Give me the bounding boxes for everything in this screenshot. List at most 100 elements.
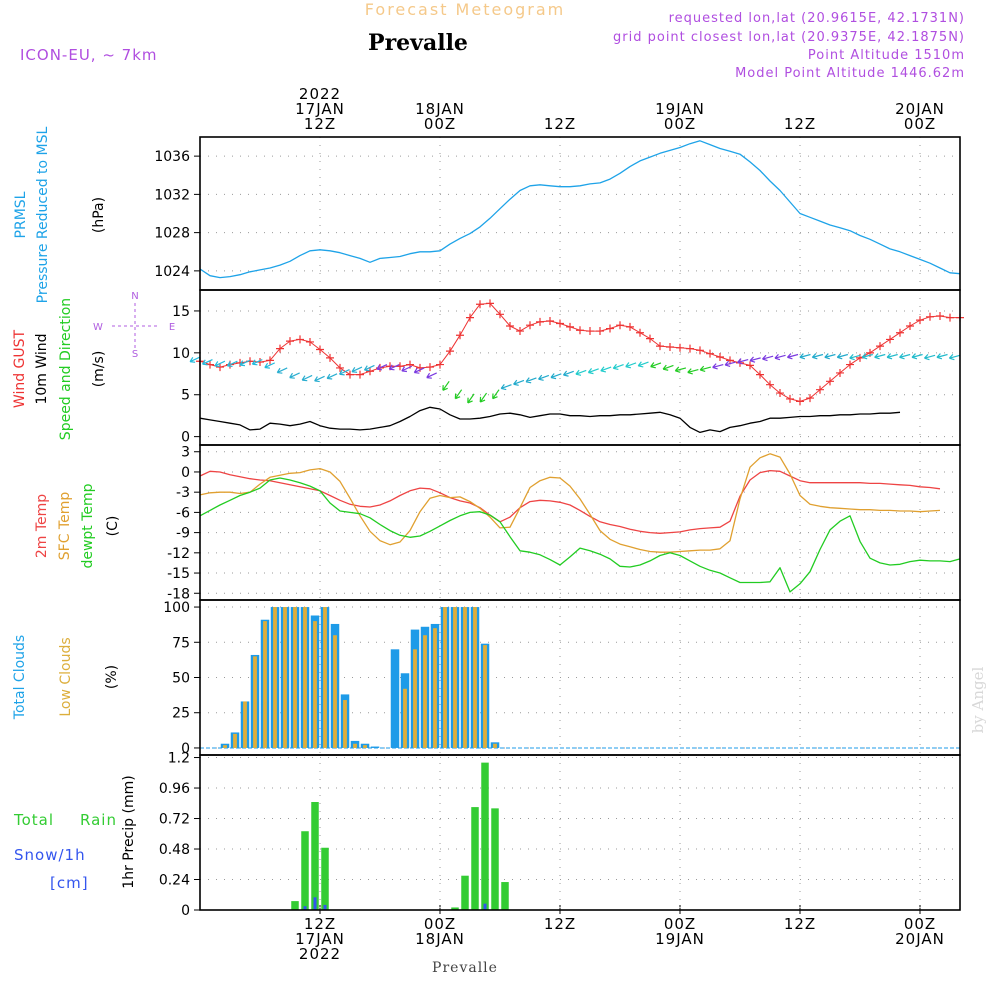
top-time-label: 19JAN (655, 100, 705, 118)
wind-direction-arrow (388, 364, 400, 371)
wind-direction-arrow (625, 362, 637, 369)
low-cloud-bar (273, 607, 277, 748)
temp-label-sfc: SFC Temp (57, 492, 73, 561)
temp-ytick-label: -6 (176, 505, 190, 521)
wind-direction-arrow (201, 358, 213, 366)
gust-point (416, 363, 424, 372)
bottom-time-label: 19JAN (655, 930, 705, 948)
gust-point (276, 344, 284, 353)
wind-direction-arrow (513, 379, 525, 386)
bottom-time-label: 00Z (664, 915, 696, 933)
gust-point (356, 370, 364, 379)
clouds-ytick-label: 75 (172, 635, 190, 651)
low-cloud-bar (323, 607, 327, 748)
wind-direction-arrow (824, 353, 836, 360)
gust-point (836, 368, 844, 377)
low-cloud-bar (223, 745, 227, 748)
clouds-panel: 0 25 50 75 100 (163, 600, 960, 757)
bottom-time-label: 2022 (299, 945, 341, 963)
temp-sfc-line (199, 453, 941, 553)
wind-direction-arrow (886, 353, 898, 360)
gust-point (366, 367, 374, 376)
wind-unit: (m/s) (91, 351, 107, 388)
wind-direction-arrow (251, 358, 263, 366)
temp-ytick-label: 3 (181, 445, 190, 461)
grid-point-coords: grid point closest lon,lat (20.9375E, 42… (613, 30, 965, 45)
gust-point (946, 313, 954, 322)
wind-direction-arrow (687, 368, 699, 375)
wind-direction-arrow (737, 358, 749, 365)
snow-bar (483, 903, 487, 910)
rain-bar (481, 762, 489, 910)
rain-bar (451, 907, 459, 910)
rain-bar (491, 808, 499, 910)
low-cloud-bar (313, 621, 317, 748)
wind-direction-arrow (662, 364, 674, 371)
bottom-time-label: 20JAN (895, 930, 945, 948)
gust-point (706, 349, 714, 358)
pressure-ytick-label: 1028 (154, 226, 190, 242)
gust-point (716, 353, 724, 362)
gust-point (796, 397, 804, 406)
wind-direction-arrow (454, 389, 463, 400)
wind-direction-arrow (525, 377, 537, 384)
gust-point (566, 322, 574, 331)
temp-unit: (C) (105, 516, 121, 537)
low-cloud-bar (303, 607, 307, 748)
top-time-label: 12Z (304, 115, 336, 133)
gust-point (436, 360, 444, 369)
top-time-label: 12Z (544, 115, 576, 133)
top-time-label: 2022 (299, 85, 341, 103)
wind-direction-arrow (600, 366, 612, 373)
gust-point (656, 342, 664, 351)
precip-ytick-label: 0 (181, 903, 190, 919)
precip-panel: 0 0.24 0.48 0.72 0.96 1.2 (159, 751, 960, 919)
temp-ytick-label: -3 (176, 485, 190, 501)
gust-point (456, 331, 464, 340)
bottom-time-label: 00Z (904, 915, 936, 933)
gust-point (806, 394, 814, 403)
total-cloud-bar (390, 649, 400, 748)
rain-bar (471, 807, 479, 910)
wind-direction-arrow (786, 353, 799, 360)
point-altitude: Point Altitude 1510m (808, 48, 965, 63)
footer-location: Prevalle (432, 960, 498, 976)
temp-label-dewpt: dewpt Temp (80, 483, 96, 568)
low-cloud-bar (433, 628, 437, 748)
temp-ytick-label: -15 (167, 566, 190, 582)
total-cloud-bar (370, 746, 380, 748)
rain-bar (291, 901, 299, 910)
requested-coords: requested lon,lat (20.9615E, 42.1731N) (669, 11, 965, 26)
low-cloud-bar (473, 607, 477, 748)
temp-frame (199, 444, 961, 601)
low-cloud-bar (423, 635, 427, 748)
wind-direction-arrow (289, 372, 300, 379)
pressure-panel: 1024 1028 1032 1036 (154, 137, 961, 290)
gust-point (516, 327, 524, 336)
gust-point (426, 363, 434, 372)
gust-point (536, 317, 544, 326)
wind-direction-arrow (849, 353, 861, 361)
wind-direction-arrow (712, 363, 724, 370)
gust-point (766, 380, 774, 389)
wind-label-gust: Wind GUST (12, 329, 28, 408)
wind-label-10m: 10m Wind (34, 333, 50, 404)
model-altitude: Model Point Altitude 1446.62m (735, 66, 965, 81)
gust-point (326, 353, 334, 362)
pressure-ytick-label: 1032 (154, 187, 190, 203)
bottom-time-label: 00Z (424, 915, 456, 933)
wind-direction-arrow (442, 380, 450, 391)
wind-direction-arrow (301, 374, 313, 382)
wind-direction-arrow (575, 369, 587, 376)
low-cloud-bar (263, 621, 267, 748)
precip-ytick-label: 0.96 (159, 781, 190, 797)
gust-point (286, 337, 294, 346)
wind-direction-arrow (401, 365, 413, 373)
gust-point (756, 370, 764, 379)
gust-point (786, 394, 794, 403)
temp-panel-labels: 2m Temp SFC Temp dewpt Temp (C) (34, 483, 121, 568)
clouds-label-low: Low Clouds (58, 637, 74, 716)
gust-point (466, 313, 474, 322)
